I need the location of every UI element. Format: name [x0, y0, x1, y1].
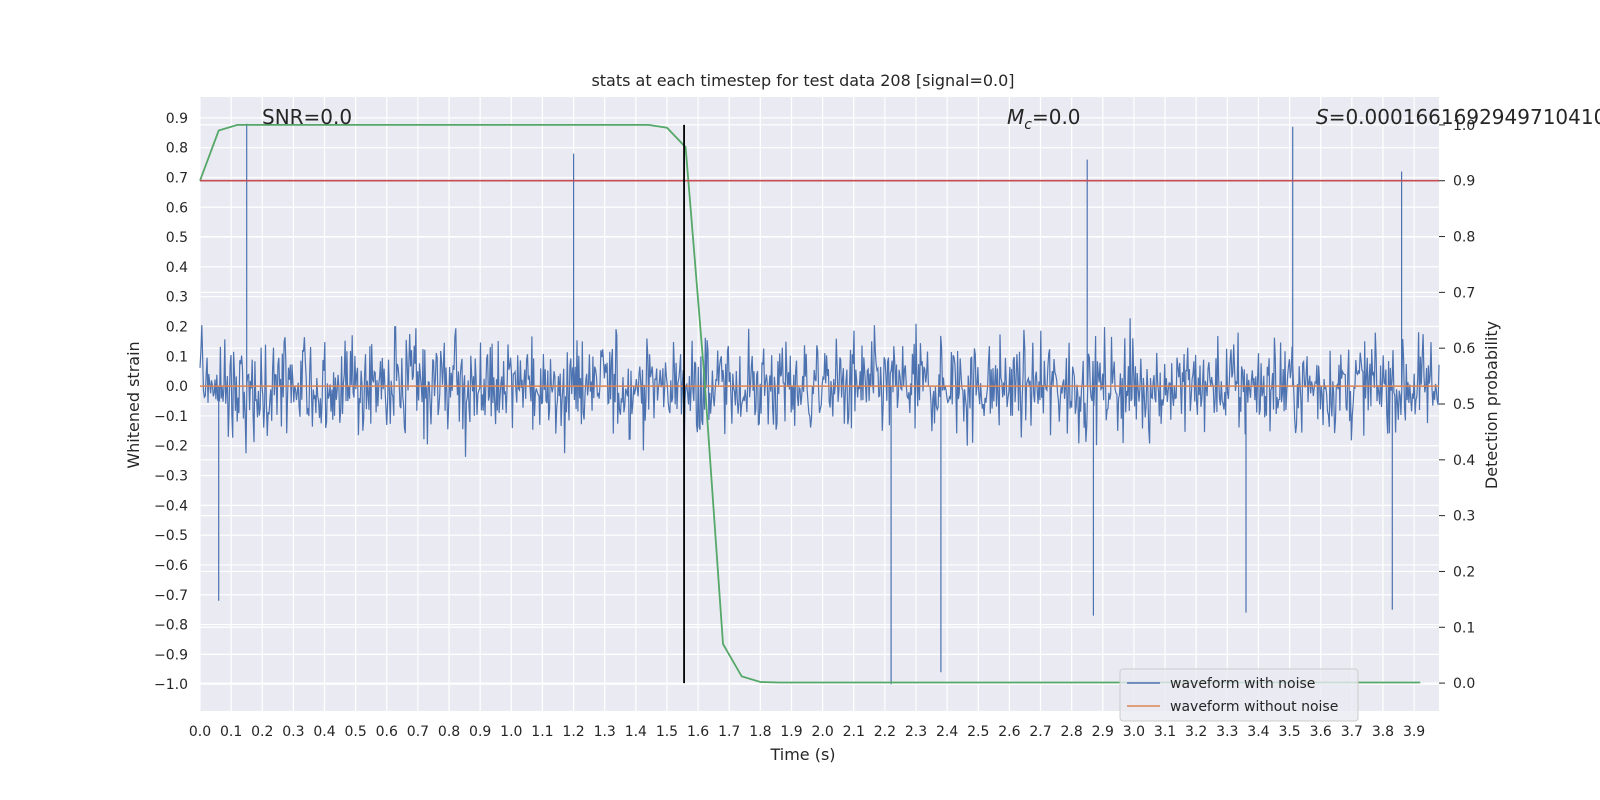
grid [199, 97, 1439, 711]
y2-tick-label: 0.2 [1453, 564, 1475, 580]
y-tick-label: −0.9 [154, 647, 188, 663]
y2-tick-label: 0.0 [1453, 676, 1475, 692]
y-tick-label: 0.0 [166, 379, 188, 395]
x-tick-label: 2.0 [811, 724, 833, 740]
x-tick-label: 0.9 [469, 724, 491, 740]
y2-tick-label: 0.6 [1453, 341, 1475, 357]
x-tick-label: 3.9 [1403, 724, 1425, 740]
y-tick-label: −0.7 [154, 588, 188, 604]
x-axis-label: Time (s) [769, 745, 835, 764]
detection-probability-line [199, 124, 1421, 684]
x-tick-label: 2.3 [905, 724, 927, 740]
legend-label-noise: waveform with noise [1170, 676, 1315, 692]
chart-title: stats at each timestep for test data 208… [591, 71, 1014, 90]
noise-waveform-line [199, 123, 1440, 685]
y-tick-label: −0.4 [154, 498, 188, 514]
y-axis-ticks: 0.9 0.8 0.7 0.6 0.5 0.4 0.3 0.2 0.1 0.0 −0.1 −0.2 −0… [154, 111, 188, 693]
y2-tick-label: 0.4 [1453, 453, 1475, 469]
x-tick-label: 3.7 [1341, 724, 1363, 740]
y2-tick-label: 0.5 [1453, 397, 1475, 413]
y-tick-label: −0.3 [154, 469, 188, 485]
x-tick-label: 2.2 [874, 724, 896, 740]
x-tick-label: 2.9 [1092, 724, 1114, 740]
mc-symbol: M [1007, 105, 1024, 129]
s-value: =0.00016616929497104105 [1329, 105, 1600, 129]
series-detection-probability [199, 124, 1421, 684]
x-tick-label: 1.2 [562, 724, 584, 740]
x-tick-label: 0.0 [189, 724, 211, 740]
y2-axis-ticks: 1.0 0.9 0.8 0.7 0.6 0.5 0.4 0.3 0.2 0.1 0.0 [1439, 118, 1475, 692]
series-waveform-with-noise [199, 123, 1440, 685]
x-tick-label: 2.4 [936, 724, 958, 740]
s-annotation: S=0.00016616929497104105 [1316, 105, 1600, 129]
legend: waveform with noise waveform without noi… [1119, 668, 1359, 722]
mc-annotation: Mc=0.0 [1007, 105, 1081, 133]
x-tick-label: 1.0 [500, 724, 522, 740]
y-tick-label: 0.1 [166, 349, 188, 365]
y-tick-label: −0.1 [154, 409, 188, 425]
y2-tick-label: 1.0 [1453, 118, 1475, 134]
y-axis-label: Whitened strain [124, 341, 143, 468]
legend-label-clean: waveform without noise [1170, 699, 1338, 715]
x-tick-label: 2.8 [1061, 724, 1083, 740]
x-tick-label: 0.2 [251, 724, 273, 740]
x-tick-label: 0.5 [345, 724, 367, 740]
y-tick-label: 0.5 [166, 230, 188, 246]
x-tick-label: 1.9 [780, 724, 802, 740]
y2-tick-label: 0.1 [1453, 620, 1475, 636]
x-tick-label: 0.1 [220, 724, 242, 740]
y-tick-label: −0.5 [154, 528, 188, 544]
y-tick-label: −0.6 [154, 558, 188, 574]
x-tick-label: 1.4 [625, 724, 647, 740]
x-tick-label: 1.7 [718, 724, 740, 740]
x-tick-label: 0.7 [407, 724, 429, 740]
x-tick-label: 1.3 [594, 724, 616, 740]
x-tick-label: 2.5 [967, 724, 989, 740]
x-tick-label: 1.1 [531, 724, 553, 740]
y-tick-label: 0.8 [166, 141, 188, 157]
x-tick-label: 2.7 [1029, 724, 1051, 740]
x-tick-label: 0.6 [376, 724, 398, 740]
y-tick-label: −0.8 [154, 618, 188, 634]
x-tick-label: 2.1 [843, 724, 865, 740]
y2-tick-label: 0.3 [1453, 509, 1475, 525]
x-tick-label: 3.3 [1216, 724, 1238, 740]
x-tick-label: 3.0 [1123, 724, 1145, 740]
y-tick-label: −1.0 [154, 677, 188, 693]
y2-tick-label: 0.7 [1453, 285, 1475, 301]
y2-tick-label: 0.9 [1453, 174, 1475, 190]
y-tick-label: 0.3 [166, 290, 188, 306]
y-tick-label: 0.6 [166, 200, 188, 216]
mc-subscript: c [1024, 117, 1032, 133]
x-tick-label: 1.8 [749, 724, 771, 740]
mc-value: =0.0 [1032, 105, 1081, 129]
y2-tick-label: 0.8 [1453, 230, 1475, 246]
y-tick-label: 0.4 [166, 260, 188, 276]
x-tick-label: 0.8 [438, 724, 460, 740]
x-tick-label: 3.2 [1185, 724, 1207, 740]
x-tick-label: 1.5 [656, 724, 678, 740]
x-tick-label: 0.3 [282, 724, 304, 740]
x-tick-label: 3.1 [1154, 724, 1176, 740]
y-tick-label: 0.7 [166, 170, 188, 186]
x-tick-label: 3.5 [1278, 724, 1300, 740]
x-tick-label: 3.8 [1372, 724, 1394, 740]
x-tick-label: 0.4 [313, 724, 335, 740]
legend-box [1119, 668, 1359, 722]
x-tick-label: 2.6 [998, 724, 1020, 740]
x-axis-ticks: 0.0 0.1 0.2 0.3 0.4 0.5 0.6 0.7 0.8 0.9 1.0 1.1 1.2 1… [189, 724, 1425, 740]
x-tick-label: 1.6 [687, 724, 709, 740]
y-tick-label: 0.2 [166, 320, 188, 336]
reference-lines [200, 124, 1439, 684]
snr-annotation: SNR=0.0 [262, 105, 352, 129]
s-symbol: S [1316, 105, 1329, 129]
y-tick-label: −0.2 [154, 439, 188, 455]
x-tick-label: 3.6 [1310, 724, 1332, 740]
y2-axis-label: Detection probability [1482, 321, 1501, 489]
x-tick-label: 3.4 [1247, 724, 1269, 740]
y-tick-label: 0.9 [166, 111, 188, 127]
